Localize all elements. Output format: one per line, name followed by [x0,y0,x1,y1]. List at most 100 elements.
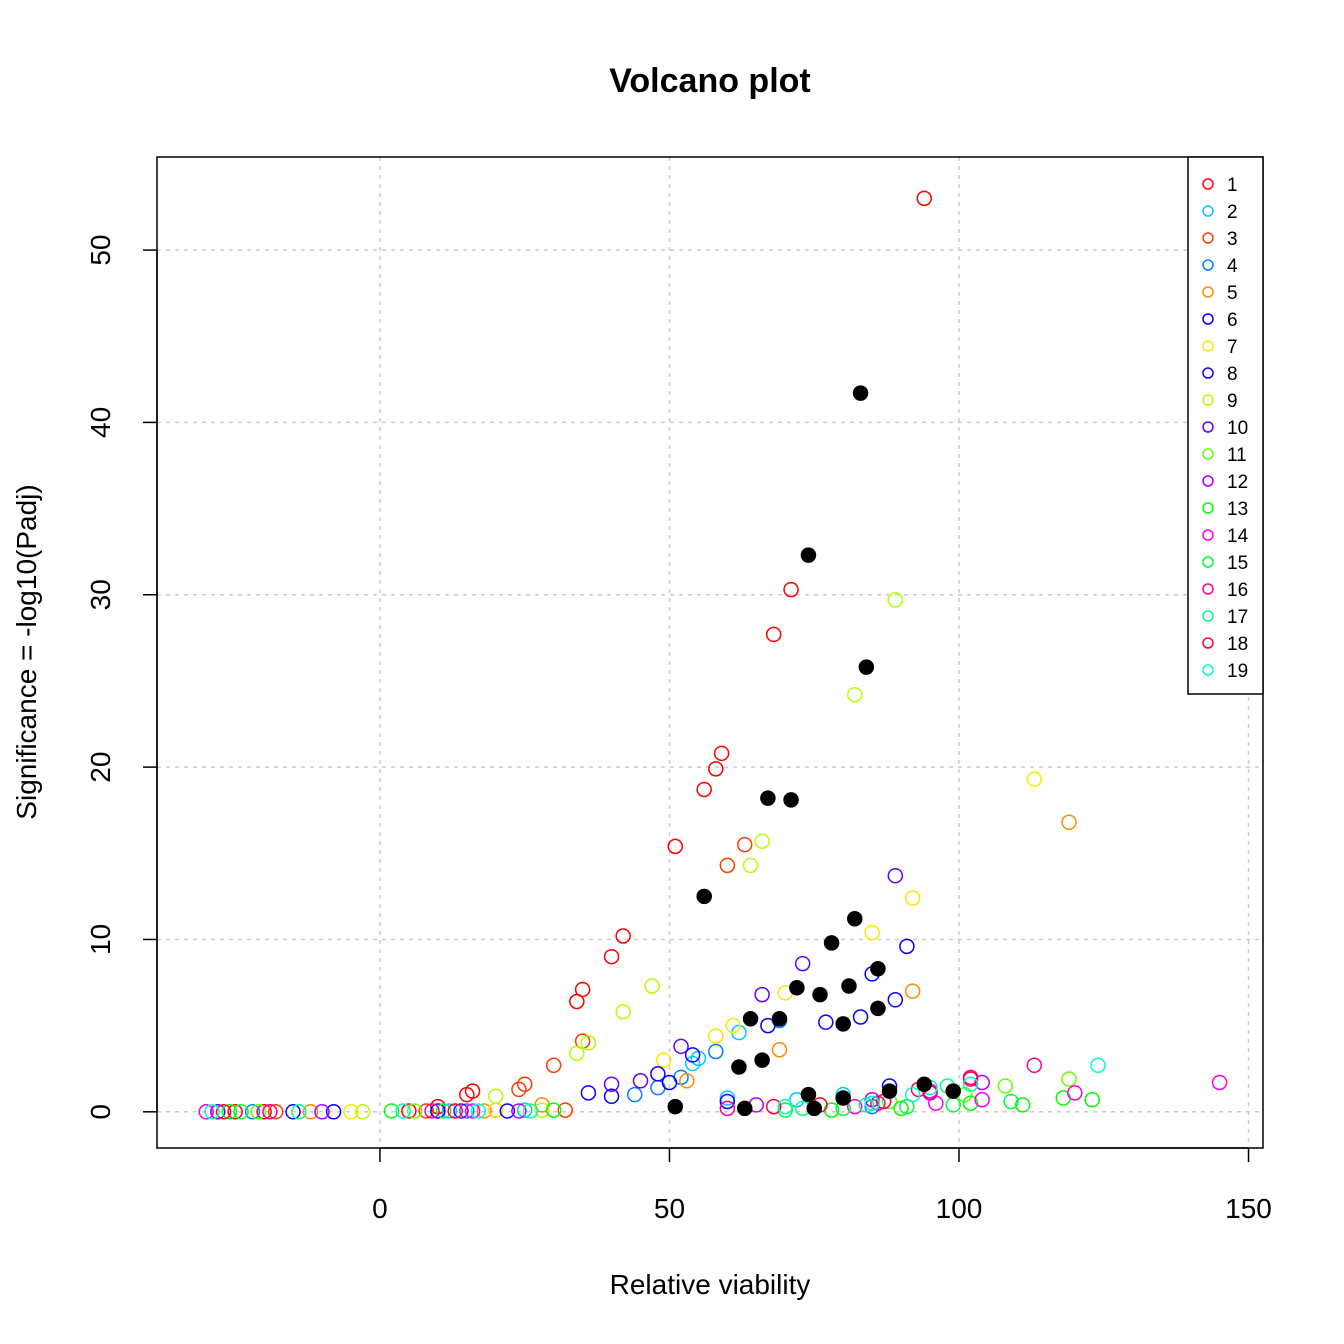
legend-label: 6 [1227,310,1238,331]
data-point-9 [847,686,863,703]
data-point-9 [742,857,759,874]
data-point-14 [1211,1074,1228,1091]
legend-marker [1202,583,1214,595]
data-point-4 [459,1103,475,1119]
data-point-8 [684,1047,701,1063]
data-point-5 [679,1073,695,1089]
legend-label: 1 [1227,175,1238,196]
data-point-5 [771,1042,788,1058]
data-point-13 [221,1104,238,1120]
data-point-highlight [823,935,840,951]
legend-marker [1202,637,1214,649]
data-point-9 [887,592,904,608]
data-point-10 [887,867,904,884]
legend-label: 8 [1227,364,1238,385]
data-point-highlight [783,792,799,808]
data-point-11 [1061,1071,1077,1087]
data-point-highlight [945,1083,961,1099]
x-tick-label: 0 [372,1193,388,1224]
legend-label: 18 [1227,634,1248,655]
data-point-2 [684,1055,701,1072]
legend-label: 17 [1227,607,1248,628]
y-tick-label: 50 [85,234,116,265]
y-tick-label: 40 [85,407,116,438]
data-point-12 [511,1103,527,1119]
data-point-highlight [916,1076,933,1092]
data-point-8 [887,992,904,1008]
data-point-19 [470,1103,487,1119]
legend-marker [1202,502,1214,514]
data-point-9 [580,1035,597,1051]
y-tick-label: 20 [85,752,116,783]
y-axis-label: Significance = -log10(Padj) [11,484,42,819]
data-point-highlight [852,385,869,401]
data-point-1 [615,928,631,944]
data-point-6 [661,1074,678,1091]
data-point-4 [626,1086,643,1103]
y-tick-label: 10 [85,924,116,955]
data-point-17 [858,1097,875,1113]
legend-marker [1202,178,1214,190]
data-point-6 [899,938,915,955]
data-point-1 [459,1086,475,1103]
legend-marker [1202,664,1214,676]
legend-label: 14 [1227,526,1249,547]
data-point-8 [650,1066,666,1082]
data-point-15 [1003,1093,1019,1110]
x-tick-label: 50 [654,1193,685,1224]
data-point-highlight [812,986,828,1003]
y-tick-label: 30 [85,579,116,610]
data-point-16 [262,1104,278,1120]
data-point-2 [516,1102,533,1118]
data-point-highlight [847,911,863,927]
data-point-2 [719,1090,736,1106]
data-point-6 [760,1017,776,1034]
data-point-13 [545,1102,562,1118]
data-point-6 [430,1103,446,1119]
data-point-10 [453,1103,469,1119]
data-point-5 [476,1103,492,1119]
data-point-1 [783,581,799,598]
data-point-highlight [760,790,776,806]
data-point-10 [754,986,770,1003]
data-point-16 [719,1100,736,1117]
data-point-5 [904,983,921,999]
data-point-highlight [789,979,805,996]
data-point-1 [603,948,620,965]
x-tick-label: 150 [1225,1193,1272,1224]
data-point-19 [204,1104,220,1120]
data-point-12 [314,1104,330,1120]
data-point-9 [354,1104,371,1120]
legend-label: 13 [1227,499,1248,520]
data-point-15 [233,1104,249,1120]
y-tick-label: 0 [85,1104,116,1120]
data-point-19 [962,1076,979,1092]
data-point-13 [962,1095,979,1111]
data-point-14 [464,1103,481,1119]
data-point-9 [569,1045,585,1061]
data-point-1 [401,1103,417,1119]
data-point-highlight [858,659,875,675]
chart-title: Volcano plot [609,62,810,100]
data-point-19 [395,1103,411,1119]
data-point-1 [569,993,585,1010]
data-point-18 [765,1098,782,1115]
data-point-9 [644,978,660,994]
data-point-3 [545,1057,562,1074]
data-point-17 [291,1104,307,1120]
data-point-15 [435,1103,452,1119]
data-point-1 [916,190,933,207]
data-point-6 [325,1104,342,1120]
data-point-highlight [736,1100,753,1117]
data-point-14 [847,1098,863,1115]
data-point-3 [719,857,736,874]
data-point-highlight [806,1100,822,1117]
data-point-14 [974,1091,990,1108]
legend-label: 16 [1227,580,1248,601]
x-axis-label: Relative viability [610,1269,811,1300]
data-point-13 [383,1103,400,1119]
legend-marker [1202,205,1214,217]
legend-label: 15 [1227,553,1248,574]
